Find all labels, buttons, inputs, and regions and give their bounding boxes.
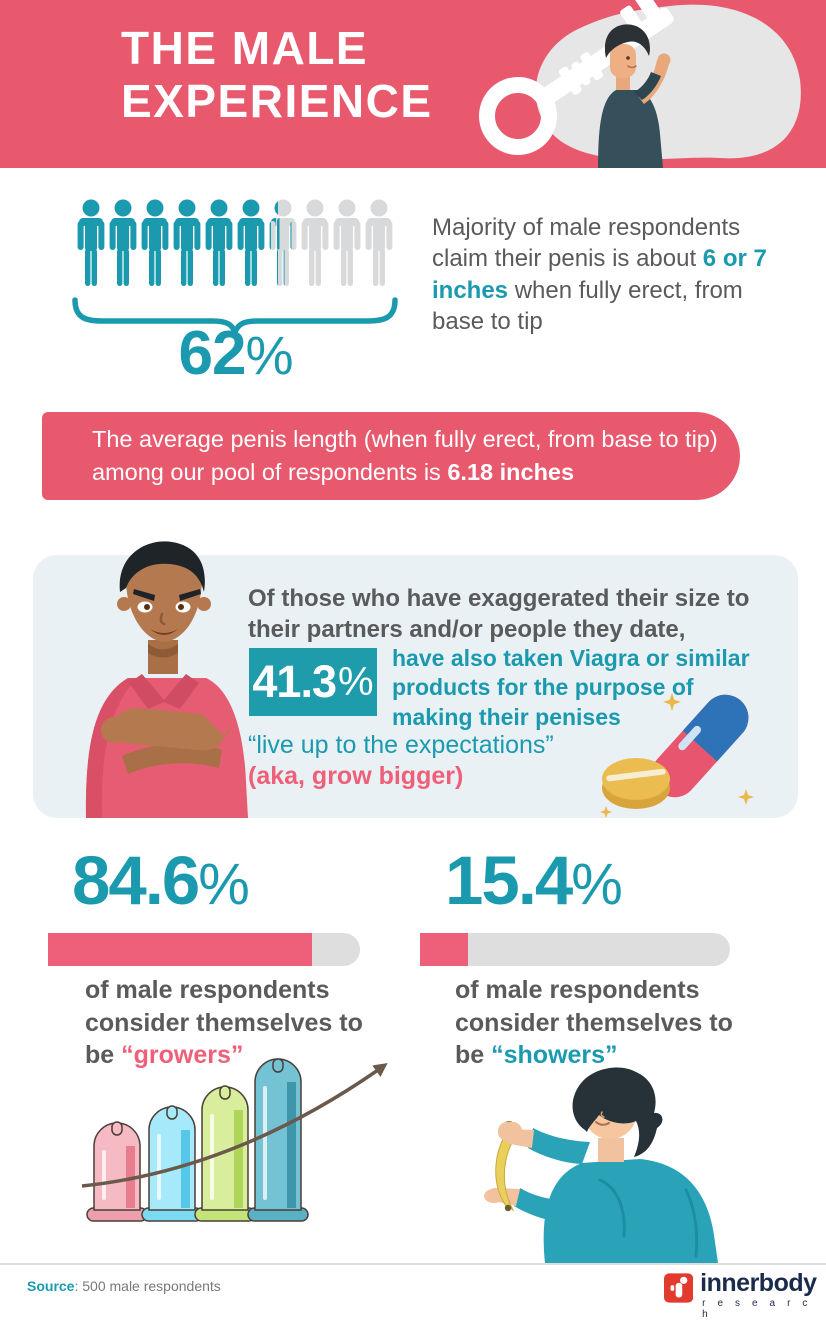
hair bbox=[572, 1067, 663, 1157]
condom-growth-chart-illustration bbox=[81, 1058, 388, 1222]
condom-teal bbox=[247, 1058, 309, 1222]
size-claim-text: Majority of male respondents claim their… bbox=[432, 212, 780, 338]
stat-growers-percent: 84.6% bbox=[72, 846, 250, 915]
average-length-text: The average penis length (when fully ere… bbox=[92, 423, 720, 489]
growers-progress-fill bbox=[48, 933, 312, 966]
showers-caption-text: of male respondents consider themselves … bbox=[455, 976, 733, 1069]
innerbody-logo-text: innerbody r e s e a r c h bbox=[700, 1269, 826, 1321]
person-icon-filled bbox=[77, 199, 105, 286]
condom-pink bbox=[86, 1121, 148, 1222]
person-icon-filled bbox=[237, 199, 265, 286]
person-icon-empty bbox=[333, 199, 361, 286]
viagra-text: have also taken Viagra or similar produc… bbox=[392, 645, 750, 730]
stat-62-percent: 62% bbox=[75, 318, 397, 389]
stat-41-value: 41.3 bbox=[252, 656, 337, 707]
percent-sign: % bbox=[571, 852, 623, 917]
curly-brace bbox=[72, 297, 398, 336]
footer-divider bbox=[0, 1263, 826, 1265]
expectations-quote: “live up to the expectations” bbox=[248, 731, 554, 759]
growers-caption: of male respondents consider themselves … bbox=[85, 974, 370, 1072]
condom-lime bbox=[194, 1085, 256, 1222]
hand-gripping-banana bbox=[498, 1122, 522, 1141]
growers-caption-text: of male respondents consider themselves … bbox=[85, 976, 363, 1069]
claim-before: Majority of male respondents claim their… bbox=[432, 214, 741, 273]
growers-progress-bar bbox=[48, 933, 360, 966]
person-icon-filled bbox=[173, 199, 201, 286]
source-text: : 500 male respondents bbox=[74, 1278, 221, 1294]
source-note: Source: 500 male respondents bbox=[27, 1278, 221, 1294]
percent-sign: % bbox=[198, 852, 250, 917]
stat-showers-percent: 15.4% bbox=[445, 846, 623, 915]
percent-sign: % bbox=[338, 659, 374, 704]
showers-progress-bar bbox=[420, 933, 730, 966]
growers-value: 84.6 bbox=[72, 842, 200, 919]
key-man bbox=[598, 24, 671, 168]
banner-bold-value: 6.18 inches bbox=[447, 459, 575, 485]
banana bbox=[495, 1129, 518, 1212]
stat-62-value: 62 bbox=[178, 319, 247, 388]
title-line-1: THE MALE bbox=[121, 22, 369, 74]
person-icon-filled bbox=[141, 199, 169, 286]
claim-highlight: 6 or 7 inches bbox=[432, 245, 767, 304]
page-title: THE MALE EXPERIENCE bbox=[121, 22, 433, 129]
growth-arrow bbox=[81, 1068, 379, 1188]
growers-term: “growers” bbox=[121, 1041, 244, 1069]
man-carrying-key-illustration bbox=[479, 0, 801, 168]
title-line-2: EXPERIENCE bbox=[121, 75, 433, 128]
banner-before: The average penis length (when fully ere… bbox=[92, 426, 718, 485]
showers-caption: of male respondents consider themselves … bbox=[455, 974, 740, 1072]
source-label: Source bbox=[27, 1278, 75, 1294]
person-icon-partial bbox=[269, 199, 297, 286]
pill-and-tablet-illustration bbox=[600, 693, 754, 818]
showers-value: 15.4 bbox=[445, 842, 573, 919]
percent-sign: % bbox=[245, 326, 294, 386]
exaggeration-intro: Of those who have exaggerated their size… bbox=[248, 585, 750, 644]
tablet bbox=[602, 758, 670, 809]
logo-brand: innerbody bbox=[700, 1269, 817, 1297]
showers-term: “showers” bbox=[491, 1041, 618, 1069]
person-icon-filled bbox=[205, 199, 233, 286]
aka-text: (aka, grow bigger) bbox=[248, 762, 464, 790]
average-length-banner: The average penis length (when fully ere… bbox=[42, 412, 740, 500]
person-icon-filled bbox=[109, 199, 137, 286]
header-banner: THE MALE EXPERIENCE bbox=[0, 0, 826, 168]
showers-progress-fill bbox=[420, 933, 468, 966]
man-holding-banana-illustration bbox=[484, 1067, 718, 1263]
person-icon-empty bbox=[365, 199, 393, 286]
innerbody-logo: innerbody r e s e a r c h bbox=[664, 1271, 826, 1320]
growth-arrow-head bbox=[372, 1063, 388, 1077]
key-bow bbox=[479, 77, 557, 155]
innerbody-logo-icon bbox=[664, 1273, 694, 1303]
logo-sub: r e s e a r c h bbox=[702, 1298, 812, 1320]
people-pictograph bbox=[74, 199, 394, 287]
condom-blue bbox=[141, 1105, 203, 1222]
stat-41-box: 41.3% bbox=[249, 648, 377, 716]
claim-after: when fully erect, from base to tip bbox=[432, 276, 743, 336]
person-icon-empty bbox=[301, 199, 329, 286]
sparkles bbox=[600, 693, 754, 818]
crossed-arms-man-illustration bbox=[85, 541, 248, 818]
capsule bbox=[651, 694, 749, 798]
